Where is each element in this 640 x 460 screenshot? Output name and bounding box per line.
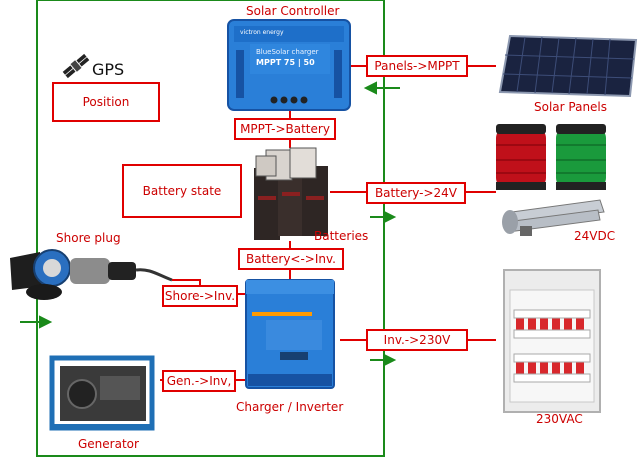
inverter-230v-box: Inv.->230V [366,329,468,351]
diagram-title: Solar Controller [246,4,340,18]
solar-panels-label: Solar Panels [534,100,608,114]
batteries-image [254,147,328,240]
charger-inverter-label: Charger / Inverter [236,400,344,414]
mppt-name-text: BlueSolar charger [256,48,319,56]
boat-boundary [36,0,385,457]
mppt-battery-box: MPPT->Battery [234,118,336,140]
horn-image [502,199,605,236]
batteries-label: Batteries [314,229,369,243]
charger-inverter-device [245,279,335,389]
distribution-board-image [503,269,601,413]
generator-image [49,355,155,431]
satellite-icon [62,53,90,79]
flow-arrows [20,81,400,367]
vac230-label: 230VAC [536,412,583,426]
mppt-model-text: MPPT 75 | 50 [256,58,315,67]
vdc24-label: 24VDC [574,229,616,243]
battery-24v-box: Battery->24V [366,182,466,204]
solar-controller-device [227,19,351,111]
battery-state-box: Battery state [122,164,242,218]
panels-mppt-box: Panels->MPPT [366,55,468,77]
position-box: Position [52,82,160,122]
navigation-lights-image [496,124,606,190]
gps-label: GPS [92,60,125,79]
generator-label: Generator [78,437,139,451]
shore-inverter-box: Shore->Inv. [162,285,238,307]
mppt-brand-text: victron energy [240,29,284,36]
shore-plug-image [10,249,173,300]
solar-panel-image [498,34,638,98]
shore-plug-label: Shore plug [56,231,121,245]
battery-inverter-box: Battery<->Inv. [238,248,344,270]
generator-inverter-box: Gen.->Inv, [162,370,236,392]
